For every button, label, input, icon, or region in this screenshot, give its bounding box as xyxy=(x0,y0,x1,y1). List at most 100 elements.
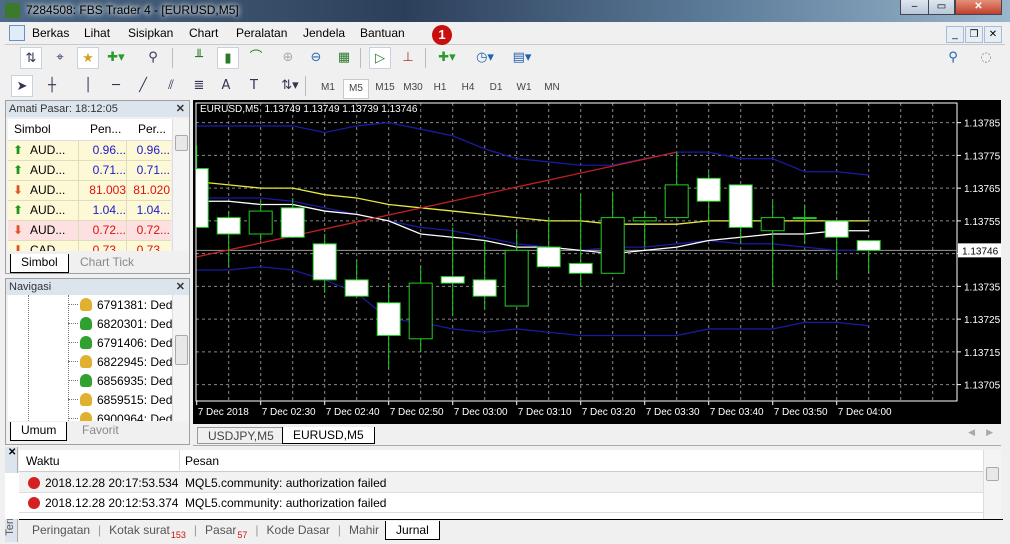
indicators-add-icon[interactable]: ✚▾ xyxy=(438,50,456,65)
terminal-tab-mahir[interactable]: Mahir xyxy=(343,521,385,540)
market-watch-row[interactable]: ⬆ AUD... 0.96... 0.96... xyxy=(8,141,171,161)
market-watch-icon[interactable]: ⇅ xyxy=(20,47,42,69)
crosshair-icon[interactable]: ┼ xyxy=(48,78,56,93)
timeframe-m15[interactable]: M15 xyxy=(375,82,395,93)
timeframe-h1[interactable]: H1 xyxy=(433,82,447,93)
close-icon[interactable]: ✕ xyxy=(8,447,17,458)
market-watch-row[interactable]: ⬇ CAD... 0.73... 0.73... xyxy=(8,241,171,251)
journal-row[interactable]: 2018.12.28 20:12:53.374 MQL5.community: … xyxy=(19,493,983,513)
tab-chart-tick[interactable]: Chart Tick xyxy=(80,255,135,269)
account-item[interactable]: 6791406: Dedi xyxy=(68,334,172,353)
menu-berkas[interactable]: Berkas xyxy=(32,26,70,40)
account-icon xyxy=(80,355,92,368)
y-tick-label: 1.13715 xyxy=(964,348,1001,359)
market-watch-row[interactable]: ⬆ AUD... 0.71... 0.71... xyxy=(8,161,171,181)
account-item[interactable]: 6791381: Dedi xyxy=(68,296,172,315)
account-icon xyxy=(80,336,92,349)
chart-canvas[interactable]: 1.13785 1.13775 1.13765 1.13755 1.13735 1.137… xyxy=(193,100,1001,424)
candlestick-chart-icon[interactable]: ▮ xyxy=(217,47,239,69)
timeframe-m30[interactable]: M30 xyxy=(403,82,423,93)
price-chart[interactable]: 1.13785 1.13775 1.13765 1.13755 1.13735 1.137… xyxy=(193,100,1001,424)
menu-sisipkan[interactable]: Sisipkan xyxy=(128,26,174,40)
account-item[interactable]: 6859515: Dedi xyxy=(68,391,172,410)
close-icon[interactable]: ✕ xyxy=(175,103,185,115)
fibonacci-icon[interactable]: ≣ xyxy=(193,78,205,93)
navigator-scrollbar[interactable] xyxy=(172,295,189,421)
bar-chart-icon[interactable]: ╨ xyxy=(195,50,203,65)
menu-bantuan[interactable]: Bantuan xyxy=(360,26,405,40)
menu-chart[interactable]: Chart xyxy=(189,26,219,40)
column-waktu[interactable]: Waktu xyxy=(26,454,60,468)
zoom-out-icon[interactable]: ⊖ xyxy=(310,50,322,65)
vertical-line-icon[interactable]: │ xyxy=(84,78,92,93)
crosshair-target-icon[interactable]: ⌖ xyxy=(56,50,64,65)
zoom-in-icon[interactable]: ⊕ xyxy=(282,50,294,65)
text-icon[interactable]: A xyxy=(221,78,231,93)
maximize-button[interactable]: ▭ xyxy=(928,0,955,15)
journal-list: 2018.12.28 20:17:53.534 MQL5.community: … xyxy=(5,473,985,519)
new-order-icon[interactable]: ✚▾ xyxy=(107,50,125,65)
account-item[interactable]: 6822945: Dedi xyxy=(68,353,172,372)
timeframe-w1[interactable]: W1 xyxy=(516,82,532,93)
chat-bubbles-icon[interactable]: ◌ xyxy=(980,50,992,65)
terminal-scrollbar[interactable] xyxy=(983,450,1001,520)
account-item[interactable]: 6856935: Dedi xyxy=(68,372,172,391)
timeframe-mn[interactable]: MN xyxy=(544,82,560,93)
arrows-icon[interactable]: ⇅▾ xyxy=(281,78,299,93)
terminal-tab-pasar[interactable]: Pasar57 xyxy=(199,521,253,540)
chart-shift-icon[interactable]: ⊥ xyxy=(402,50,414,65)
terminal-tab-peringatan[interactable]: Peringatan xyxy=(26,521,96,540)
timeframe-m1[interactable]: M1 xyxy=(321,82,335,93)
account-item[interactable]: 6820301: Dedi xyxy=(68,315,172,334)
templates-icon[interactable]: ▤▾ xyxy=(512,50,532,65)
line-chart-icon[interactable]: ⌒ xyxy=(249,50,263,65)
mdi-restore-button[interactable]: ❐ xyxy=(965,26,983,43)
horizontal-line-icon[interactable]: ─ xyxy=(112,78,120,93)
search-icon[interactable]: ⚲ xyxy=(948,50,958,65)
market-watch-scrollbar[interactable] xyxy=(172,119,189,251)
mdi-close-button[interactable]: ✕ xyxy=(984,26,1002,43)
timeframe-d1[interactable]: D1 xyxy=(489,82,503,93)
tab-favorit[interactable]: Favorit xyxy=(82,423,119,437)
x-tick-label: 7 Dec 02:50 xyxy=(390,407,444,418)
tile-windows-icon[interactable]: ▦ xyxy=(337,50,351,65)
market-watch-row[interactable]: ⬆ AUD... 1.04... 1.04... xyxy=(8,201,171,221)
tab-simbol[interactable]: Simbol xyxy=(10,254,69,273)
chart-tab-usdjpy[interactable]: USDJPY,M5 xyxy=(197,427,285,444)
column-symbol[interactable]: Simbol xyxy=(14,122,51,136)
cursor-arrow-icon[interactable]: ➤ xyxy=(11,75,33,97)
scroll-left-icon[interactable]: ◀ xyxy=(968,427,975,437)
candle-body xyxy=(536,246,561,268)
terminal-tab-kotak-surat[interactable]: Kotak surat153 xyxy=(103,521,192,540)
menu-jendela[interactable]: Jendela xyxy=(303,26,346,40)
text-label-icon[interactable]: T xyxy=(250,78,258,93)
periods-clock-icon[interactable]: ◷▾ xyxy=(476,50,494,65)
close-button[interactable]: ✕ xyxy=(955,0,1002,15)
strategy-tester-icon[interactable]: ⚲ xyxy=(148,50,158,65)
auto-scroll-icon[interactable]: ▷ xyxy=(369,47,391,69)
menu-lihat[interactable]: Lihat xyxy=(84,26,111,40)
favorites-folder-icon[interactable]: ★ xyxy=(77,47,99,69)
chart-tab-eurusd[interactable]: EURUSD,M5 xyxy=(282,427,375,444)
terminal-tab-jurnal[interactable]: Jurnal xyxy=(385,521,440,540)
terminal-tab-kode-dasar[interactable]: Kode Dasar xyxy=(261,521,336,540)
equidistant-channel-icon[interactable]: ⫽ xyxy=(168,78,174,93)
scroll-right-icon[interactable]: ▶ xyxy=(986,427,993,437)
journal-row[interactable]: 2018.12.28 20:17:53.534 MQL5.community: … xyxy=(19,473,983,493)
chart-header: EURUSD,M5 1.13749 1.13749 1.13739 1.1374… xyxy=(200,104,418,115)
arrow-up-icon: ⬆ xyxy=(13,163,24,177)
market-watch-row[interactable]: ⬇ AUD... 81.003 81.020 xyxy=(8,181,171,201)
close-icon[interactable]: ✕ xyxy=(175,281,185,293)
market-watch-row[interactable]: ⬇ AUD... 0.72... 0.72... xyxy=(8,221,171,241)
mdi-minimize-button[interactable]: _ xyxy=(946,26,964,43)
timeframe-m5[interactable]: M5 xyxy=(343,79,369,99)
tab-umum[interactable]: Umum xyxy=(10,422,68,441)
minimize-button[interactable]: – xyxy=(900,0,929,15)
timeframe-h4[interactable]: H4 xyxy=(461,82,475,93)
trendline-icon[interactable]: ╱ xyxy=(139,78,147,93)
column-bid[interactable]: Pen... xyxy=(90,122,122,136)
column-pesan[interactable]: Pesan xyxy=(185,454,220,468)
column-ask[interactable]: Per... xyxy=(138,122,167,136)
account-item[interactable]: 6900964: Dedi xyxy=(68,410,172,421)
menu-peralatan[interactable]: Peralatan xyxy=(236,26,288,40)
